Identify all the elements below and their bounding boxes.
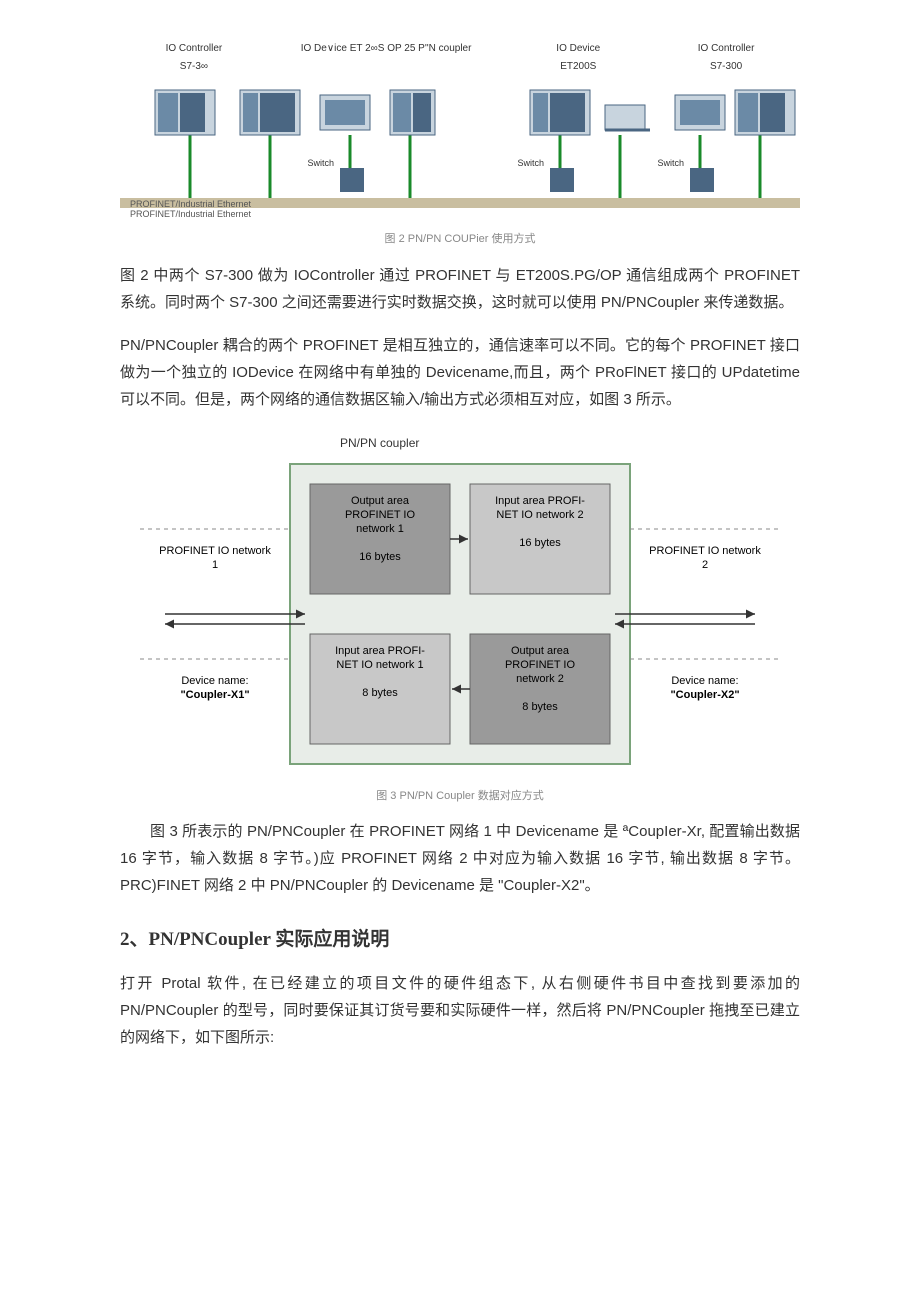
fig3-right-net: PROFINET IO network2 <box>649 545 761 571</box>
paragraph-3: 图 3 所表示的 PN/PNCoupler 在 PROFINET 网络 1 中 … <box>120 818 800 899</box>
fig2-svg: Switch Switch Switch PROFINET/Industrial… <box>120 80 800 210</box>
paragraph-4: 打开 Protal 软件, 在已经建立的项目文件的硬件组态下, 从右侧硬件书目中… <box>120 970 800 1051</box>
svg-text:Switch: Switch <box>307 158 334 168</box>
fig2-caption: 图 2 PN/PN COUPier 使用方式 <box>120 230 800 250</box>
fig2-switches: Switch Switch Switch <box>307 158 714 192</box>
fig3-left-net: PROFINET IO network1 <box>159 545 271 571</box>
fig2-label-1: IO De∨ice ET 2∞S OP 25 P''N coupler <box>268 40 505 76</box>
fig2-label-0: IO Controller S7-3∞ <box>120 40 268 76</box>
fig2-label-3: IO Controller S7-300 <box>652 40 800 76</box>
figure-2: IO Controller S7-3∞ IO De∨ice ET 2∞S OP … <box>120 40 800 222</box>
paragraph-1: 图 2 中两个 S7-300 做为 IOController 通过 PROFIN… <box>120 262 800 316</box>
fig2-label-2: IO Device ET200S <box>504 40 652 76</box>
fig2-devices <box>155 90 795 135</box>
fig2-top-labels: IO Controller S7-3∞ IO De∨ice ET 2∞S OP … <box>120 40 800 76</box>
fig3-title: PN/PN coupler <box>340 433 780 455</box>
svg-text:Switch: Switch <box>517 158 544 168</box>
figure-3: PN/PN coupler PROFINET IO network1 PROFI… <box>140 433 780 779</box>
fig3-right-dev: Device name:"Coupler-X2" <box>670 675 739 701</box>
section-heading: 2、PN/PNCoupler 实际应用说明 <box>120 923 800 957</box>
fig3-caption: 图 3 PN/PN Coupler 数据对应方式 <box>120 787 800 807</box>
fig3-left-dev: Device name:"Coupler-X1" <box>180 675 249 701</box>
svg-text:Switch: Switch <box>657 158 684 168</box>
fig2-ethernet-label: PROFINET/Industrial Ethernet <box>130 206 800 222</box>
fig3-svg: PROFINET IO network1 PROFINET IO network… <box>140 459 780 779</box>
paragraph-2: PN/PNCoupler 耦合的两个 PROFINET 是相互独立的，通信速率可… <box>120 332 800 413</box>
